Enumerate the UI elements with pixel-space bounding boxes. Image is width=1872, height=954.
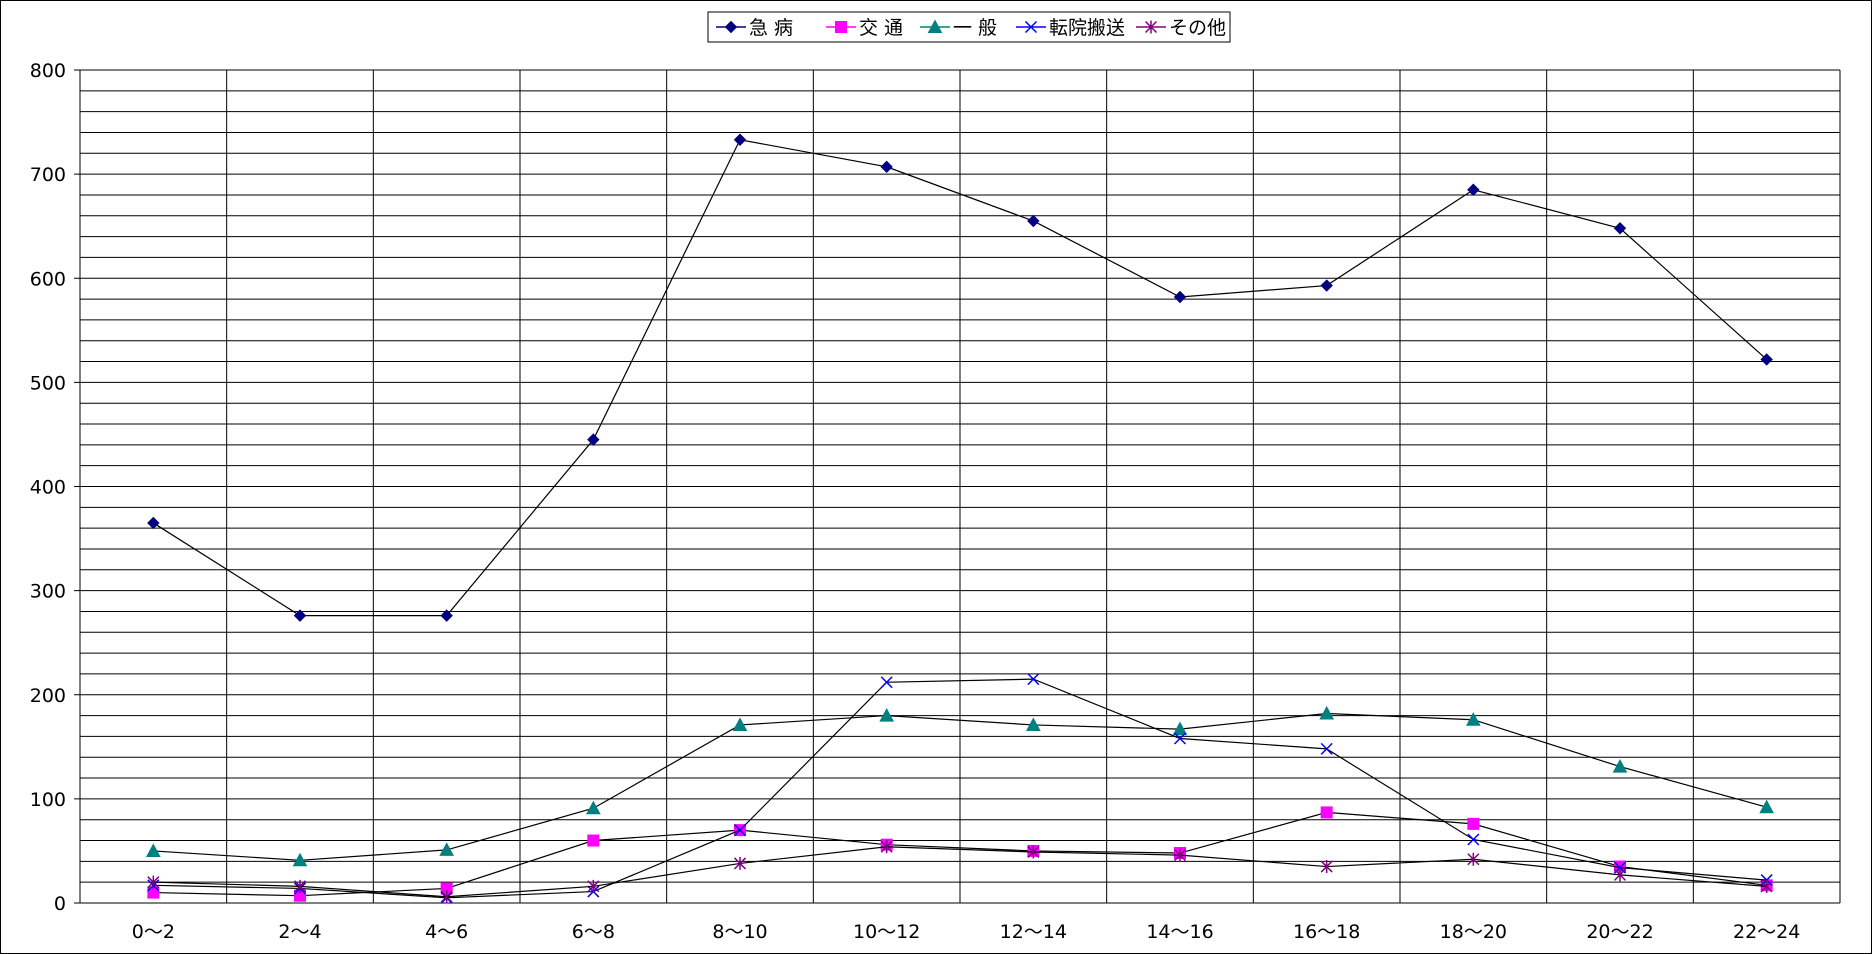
x-tick-label: 6～8 [572,921,615,943]
legend: 急 病 交 通 一 般 転院搬送 その他 [707,11,1231,43]
data-point [733,824,747,837]
x-tick-label: 16～18 [1293,921,1360,943]
y-tick-label: 100 [30,789,66,811]
legend-label: 交 通 [859,17,903,39]
data-point [1319,705,1335,720]
data-point [733,133,747,146]
data-point [1613,868,1627,882]
series-line [153,678,1767,899]
series-line [153,712,1767,861]
data-point [587,879,600,893]
data-point [1173,290,1187,304]
data-point [292,852,308,867]
legend-label: 急 病 [749,17,793,39]
series-3 [145,705,1775,867]
x-tick-label: 20～22 [1586,921,1653,943]
data-point [585,800,601,815]
data-point [147,875,160,889]
x-tick-label: 12～14 [1000,921,1067,943]
series-5 [147,840,1773,904]
series-line [153,139,1768,617]
y-tick-label: 200 [30,685,66,707]
data-point [1759,799,1775,814]
data-point [1320,860,1333,874]
legend-item: 一 般 [920,17,997,39]
y-tick-label: 300 [30,581,66,603]
legend-label: その他 [1169,17,1226,39]
y-tick-label: 600 [30,268,66,290]
data-point [880,676,893,689]
data-point [440,609,453,622]
x-tick-label: 22～24 [1733,921,1800,943]
data-point [1172,721,1188,736]
data-point [587,433,600,446]
x-tick-label: 0～2 [132,921,175,943]
axes: 0 100 200 300 400 500 600 700 800 0～2 2～4 4～6 6～8 8～1… [30,60,1801,943]
data-point [1465,712,1481,726]
data-point [1173,732,1187,745]
legend-marker [1144,20,1158,34]
data-point [1320,279,1333,292]
x-tick-label: 14～16 [1146,921,1213,943]
data-point [1173,848,1187,862]
data-point [1027,845,1040,859]
data-point [1320,806,1333,819]
grid [79,69,1841,904]
data-point [1027,673,1040,686]
x-tick-label: 10～12 [853,921,920,943]
y-tick-label: 500 [30,372,66,394]
series-1 [147,133,1773,622]
data-point [1467,817,1480,830]
legend-marker [835,21,847,33]
data-point [1467,852,1480,866]
legend-label: 一 般 [953,17,997,39]
y-tick-label: 400 [30,477,66,499]
data-point [587,834,600,847]
series [145,133,1775,904]
x-tick-label: 8～10 [712,921,767,943]
legend-label: 転院搬送 [1049,17,1125,39]
legend-item: 急 病 [716,17,793,39]
data-point [1320,742,1333,755]
data-point [880,160,893,174]
data-point [440,890,453,904]
y-tick-label: 0 [54,893,66,915]
data-point [1613,222,1627,235]
data-point [1760,353,1773,366]
series-line [153,811,1767,897]
legend-marker [724,20,738,34]
data-point [1027,214,1040,228]
data-point [733,856,747,870]
data-point [732,717,748,731]
legend-marker [1024,20,1038,34]
x-tick-label: 18～20 [1440,921,1507,943]
y-tick-label: 800 [30,60,66,82]
data-point [879,708,895,722]
data-point [439,842,455,856]
x-tick-label: 4～6 [425,921,468,943]
data-point [1467,833,1480,846]
data-point [1025,717,1041,731]
x-tick-label: 2～4 [278,921,321,943]
data-point [1760,879,1773,893]
data-point [880,840,893,854]
data-point [145,843,161,857]
legend-item: 交 通 [826,17,903,39]
y-tick-label: 700 [30,164,66,186]
data-point [293,879,307,893]
data-point [147,516,160,530]
legend-item: 転院搬送 [1016,17,1125,39]
data-point [293,609,307,622]
data-point [1612,759,1628,773]
series-line [153,846,1767,898]
legend-marker [927,19,943,33]
data-point [1467,183,1480,196]
legend-item: その他 [1136,17,1226,39]
